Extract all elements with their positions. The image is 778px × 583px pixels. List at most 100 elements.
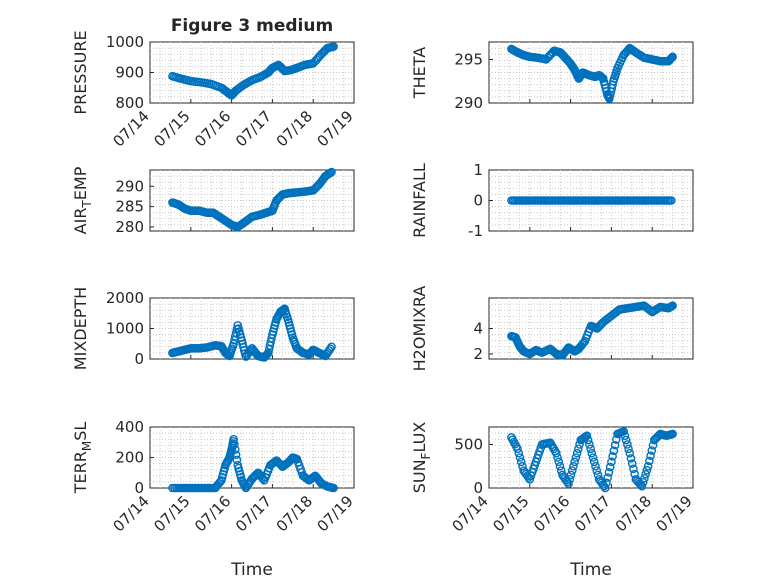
data-point [329,42,338,51]
data-point [646,451,655,461]
y-tick-label: -1 [468,222,483,240]
y-axis-label: PRESSURE [71,30,90,114]
data-point [591,461,600,471]
data-point [623,440,632,449]
data-point [232,455,242,465]
x-tick-label: 07/19 [314,492,357,535]
x-tick-label: 07/18 [273,492,316,535]
data-point [569,461,578,471]
y-tick-label: 1000 [106,320,144,338]
chart-title: Figure 3 medium [171,16,333,36]
y-axis-label: RAINFALL [410,163,429,238]
x-tick-label: 07/17 [232,492,275,535]
x-tick-label: 07/19 [653,492,696,535]
data-point [667,53,677,62]
data-point [327,167,336,177]
data-point [579,338,588,348]
x-tick-label: 07/16 [191,492,234,535]
data-point [585,440,594,449]
y-tick-label: 0 [134,350,144,368]
data-point [516,457,526,467]
data-point [642,465,652,475]
data-point [515,453,525,462]
data-point [624,444,633,454]
data-point [215,477,225,487]
data-point [329,483,338,493]
data-point [645,456,654,466]
data-point [263,349,272,359]
data-point [607,457,616,467]
data-point [574,444,583,454]
data-point [588,453,598,462]
y-tick-label: 200 [115,449,144,467]
data-point [626,454,636,463]
y-tick-label: 0 [134,479,144,497]
y-tick-label: 280 [115,218,144,236]
x-tick-label: 07/14 [110,107,153,150]
y-tick-label: 0 [473,192,483,210]
data-point [668,429,677,439]
data-point [570,457,579,467]
data-point [667,196,676,205]
data-point [567,466,577,475]
data-point [572,448,582,458]
y-tick-label: 1 [473,161,483,179]
data-point [589,457,599,467]
y-axis-label: MIXDEPTH [71,287,90,370]
data-point [513,444,522,454]
data-point [666,54,676,63]
data-point [604,468,614,477]
data-point [564,479,573,488]
data-point [327,342,336,352]
x-tick-label: 07/14 [449,492,492,535]
y-tick-label: 295 [454,50,483,68]
data-point [582,431,592,441]
y-tick-label: 500 [454,435,483,453]
data-point [641,469,650,479]
data-point [552,448,561,458]
x-tick-label: 07/18 [612,492,655,535]
data-point [665,55,675,64]
data-point [555,461,565,471]
y-tick-label: 0 [473,479,483,497]
data-point [600,483,610,493]
data-point [326,344,335,353]
x-axis-label: Time [569,560,612,580]
x-tick-label: 07/17 [232,107,275,150]
x-axis-label: Time [230,560,273,580]
x-tick-label: 07/18 [273,107,316,150]
data-point [636,480,646,490]
data-point [261,351,271,360]
data-point [643,461,653,471]
data-point [647,446,657,455]
y-tick-label: 800 [115,94,144,112]
data-point [602,478,611,488]
x-tick-label: 07/19 [314,107,357,150]
x-tick-label: 07/14 [110,492,153,535]
data-point [563,477,572,487]
y-tick-label: 285 [115,198,144,216]
data-point [640,473,649,483]
x-tick-label: 07/16 [530,492,573,535]
data-point [608,451,617,461]
data-point [619,427,628,436]
data-point [571,453,581,462]
y-axis-label: AIRTEMP [71,166,94,234]
y-tick-label: 2 [473,345,483,363]
data-point [566,470,576,480]
data-point [586,444,595,454]
data-point [592,466,602,475]
x-tick-label: 07/15 [150,492,193,535]
data-point [603,473,613,482]
x-tick-label: 07/15 [489,492,532,535]
data-point [668,52,677,62]
data-point [575,440,584,449]
data-point [230,445,240,454]
y-tick-label: 1000 [106,33,144,51]
data-point [605,462,615,472]
x-tick-label: 07/17 [571,492,614,535]
y-axis-label: H2OMIXRA [410,286,429,372]
data-point [609,446,619,456]
y-tick-label: 4 [473,320,483,338]
data-point [620,431,630,441]
